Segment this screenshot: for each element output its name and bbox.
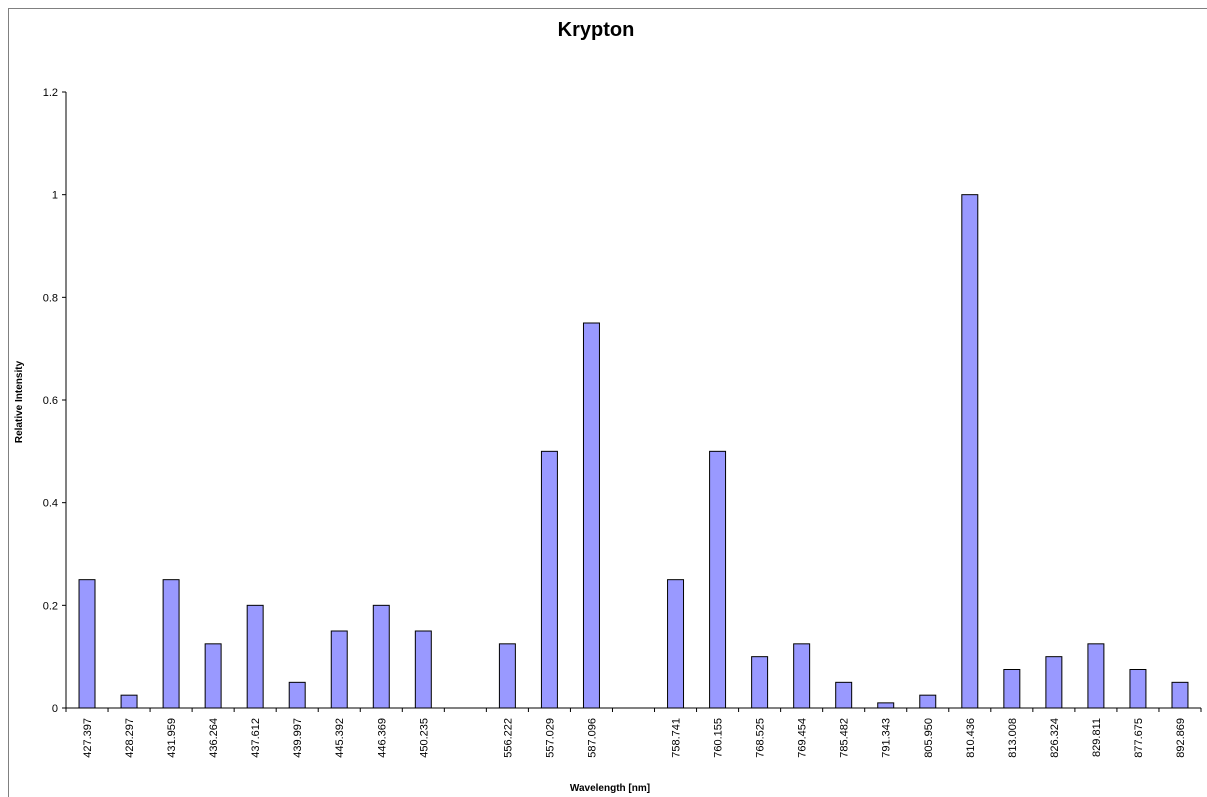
- x-tick-label: 805.950: [923, 718, 935, 758]
- bar: [414, 630, 432, 709]
- x-tick-label: 436.264: [208, 718, 220, 758]
- bar: [1129, 669, 1147, 709]
- y-tick-label: 0.6: [43, 395, 58, 407]
- bar: [961, 194, 979, 709]
- bars: [78, 194, 1189, 709]
- bar: [540, 450, 558, 709]
- x-tick-label: 431.959: [166, 718, 178, 758]
- x-tick-label: 758.741: [671, 718, 683, 758]
- bar: [1045, 656, 1063, 709]
- bar: [1087, 643, 1105, 709]
- x-tick-label: 587.096: [586, 718, 598, 758]
- bar: [1003, 669, 1021, 709]
- y-tick-label: 0: [52, 703, 58, 715]
- bar: [330, 630, 348, 709]
- y-axis-title: Relative Intensity: [14, 360, 25, 443]
- y-tick-label: 0.8: [43, 292, 58, 304]
- y-axis: 0 0.2 0.4 0.6 0.8 1 1.2: [43, 87, 67, 715]
- x-tick-label: 768.525: [755, 718, 767, 758]
- x-tick-label: 791.343: [881, 718, 893, 758]
- bar: [498, 643, 516, 709]
- x-tick-label: 556.222: [502, 718, 514, 758]
- x-tick-label: 769.454: [797, 718, 809, 758]
- x-tick-label: 428.297: [124, 718, 136, 758]
- x-tick-label: 450.235: [418, 718, 430, 758]
- x-tick-label: 760.155: [713, 718, 725, 758]
- x-tick-label: 446.369: [376, 718, 388, 758]
- x-tick-label: 439.997: [292, 718, 304, 758]
- bar: [246, 604, 264, 709]
- x-tick-label: 892.869: [1175, 718, 1187, 758]
- bar: [1171, 681, 1189, 709]
- bar: [667, 579, 685, 709]
- x-tick-label: 427.397: [82, 718, 94, 758]
- bar: [751, 656, 769, 709]
- x-tick-label: 826.324: [1049, 718, 1061, 758]
- y-tick-label: 0.2: [43, 600, 58, 612]
- x-tick-label: 445.392: [334, 718, 346, 758]
- x-axis-title: Wavelength [nm]: [570, 783, 650, 794]
- x-tick-label: 877.675: [1133, 718, 1145, 758]
- bar: [120, 694, 138, 709]
- bar: [288, 681, 306, 709]
- y-tick-label: 1: [52, 190, 58, 202]
- x-tick-label: 829.811: [1091, 718, 1103, 757]
- chart-title: Krypton: [558, 19, 635, 41]
- bar: [204, 643, 222, 709]
- bar: [793, 643, 811, 709]
- bar: [78, 579, 96, 709]
- x-tick-label: 813.008: [1007, 718, 1019, 758]
- bar: [709, 450, 727, 709]
- x-tick-label: 557.029: [544, 718, 556, 758]
- chart-frame: [8, 8, 1207, 797]
- y-tick-label: 0.4: [43, 498, 58, 510]
- bar: [835, 681, 853, 709]
- bar: [919, 694, 937, 709]
- y-tick-label: 1.2: [43, 87, 58, 99]
- bar: [372, 604, 390, 709]
- bar: [162, 579, 180, 709]
- bar: [582, 322, 600, 709]
- x-axis: [65, 707, 1202, 712]
- x-tick-label: 785.482: [839, 718, 851, 758]
- bar: [877, 702, 895, 709]
- x-tick-label: 810.436: [965, 718, 977, 758]
- x-tick-labels: 427.397 428.297 431.959 436.264 437.612 439.9…: [82, 718, 1187, 758]
- x-tick-label: 437.612: [250, 718, 262, 758]
